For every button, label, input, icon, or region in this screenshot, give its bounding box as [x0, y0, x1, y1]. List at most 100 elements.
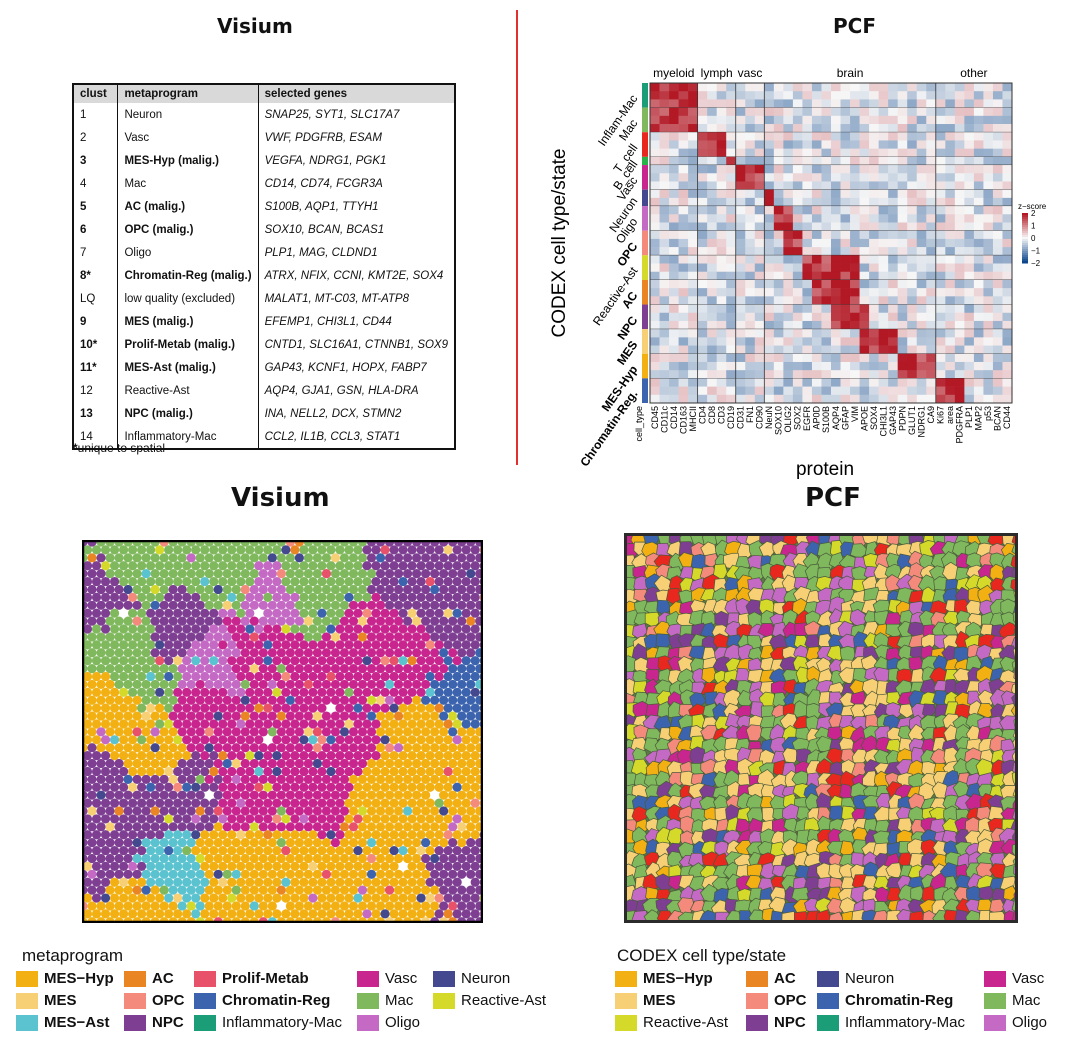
visium-spot [110, 846, 119, 855]
visium-spot [407, 640, 416, 649]
visium-spot [444, 830, 453, 839]
heatmap-cell [783, 288, 793, 297]
visium-spot [376, 680, 385, 689]
heatmap-cell [688, 305, 698, 314]
visium-spot [169, 617, 178, 626]
visium-spot [313, 822, 322, 831]
visium-spot [160, 901, 169, 910]
visium-spot [191, 704, 200, 713]
visium-spot [241, 617, 250, 626]
heatmap-cell [898, 264, 908, 273]
heatmap-cell [850, 173, 860, 182]
visium-spot [389, 640, 398, 649]
visium-spot [272, 893, 281, 902]
heatmap-cell [821, 313, 831, 322]
visium-spot [471, 577, 480, 586]
heatmap-cell [688, 124, 698, 133]
visium-spot [471, 830, 480, 839]
visium-spot [344, 640, 353, 649]
heatmap-cell [850, 387, 860, 396]
heatmap-cell [660, 231, 670, 240]
visium-spot [132, 838, 141, 847]
visium-spot [281, 640, 290, 649]
heatmap-cell [1002, 280, 1012, 289]
visium-spot [448, 585, 457, 594]
heatmap-cell [698, 132, 708, 141]
visium-spot [101, 878, 110, 887]
visium-spot [295, 601, 304, 610]
heatmap-cell [717, 239, 727, 248]
visium-spot [191, 561, 200, 570]
heatmap-cell [793, 165, 803, 174]
visium-spot [160, 775, 169, 784]
visium-spot [196, 585, 205, 594]
heatmap-cell [1002, 91, 1012, 100]
visium-spot [340, 901, 349, 910]
heatmap-cell [993, 264, 1003, 273]
visium-spot [331, 601, 340, 610]
heatmap-cell [926, 116, 936, 125]
heatmap-cell [793, 321, 803, 330]
visium-spot [209, 609, 218, 618]
heatmap-cell [745, 91, 755, 100]
heatmap-cell [707, 157, 717, 166]
visium-spot [272, 846, 281, 855]
visium-spot [322, 664, 331, 673]
table-cell-metaprogram: Neuron [118, 103, 258, 126]
heatmap-cell [669, 198, 679, 207]
visium-spot [308, 704, 317, 713]
visium-spot [326, 893, 335, 902]
visium-spot [394, 870, 403, 879]
heatmap-cell [983, 362, 993, 371]
row-color-bar [642, 378, 648, 403]
visium-spot [304, 569, 313, 578]
visium-spot [178, 680, 187, 689]
heatmap-cell [869, 313, 879, 322]
heatmap-cell [926, 346, 936, 355]
heatmap-cell [717, 157, 727, 166]
visium-spot [96, 553, 105, 562]
heatmap-cell [783, 214, 793, 223]
visium-spot [457, 791, 466, 800]
visium-spot [426, 593, 435, 602]
heatmap-cell [926, 370, 936, 379]
heatmap-cell [650, 206, 660, 215]
visium-spot [209, 783, 218, 792]
heatmap-cell [964, 198, 974, 207]
heatmap-cell [964, 288, 974, 297]
visium-spot [137, 561, 146, 570]
visium-spot [457, 838, 466, 847]
heatmap-cell [802, 206, 812, 215]
heatmap-cell [993, 346, 1003, 355]
heatmap-cell [917, 206, 927, 215]
row-color-bar [642, 231, 648, 256]
visium-spot [331, 759, 340, 768]
heatmap-cell [936, 91, 946, 100]
visium-spot [471, 735, 480, 744]
visium-spot [214, 775, 223, 784]
visium-spot [101, 719, 110, 728]
visium-spot [371, 640, 380, 649]
visium-spot [128, 624, 137, 633]
visium-spot [317, 656, 326, 665]
heatmap-cell [764, 329, 774, 338]
visium-spot [331, 838, 340, 847]
heatmap-cell [898, 132, 908, 141]
heatmap-cell [936, 206, 946, 215]
visium-spot [137, 640, 146, 649]
visium-spot [254, 751, 263, 760]
visium-spot [376, 569, 385, 578]
heatmap-cell [764, 346, 774, 355]
visium-spot [92, 735, 101, 744]
visium-spot [164, 719, 173, 728]
heatmap-cell [850, 108, 860, 117]
heatmap-cell [736, 124, 746, 133]
heatmap-cell [736, 99, 746, 108]
visium-spot [380, 814, 389, 823]
visium-spot [299, 735, 308, 744]
visium-spot [236, 561, 245, 570]
protein-tick-label: SOX2 [793, 406, 803, 430]
heatmap-cell [650, 272, 660, 281]
visium-spot [205, 775, 214, 784]
visium-spot [371, 656, 380, 665]
